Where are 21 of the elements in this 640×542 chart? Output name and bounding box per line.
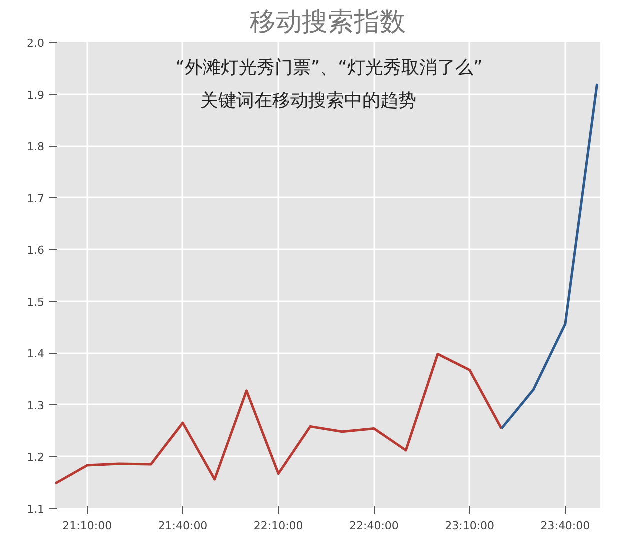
line-series: [56, 352, 503, 485]
y-tick-label: 1.8: [27, 140, 45, 154]
y-tick-label: 1.2: [27, 451, 45, 464]
y-tick-label: 1.1: [27, 503, 45, 516]
y-tick-label: 1.3: [27, 399, 45, 412]
x-tick-label: 23:40:00: [540, 520, 590, 532]
x-tick-label: 22:40:00: [350, 520, 399, 532]
y-tick-label: 1.4: [27, 348, 45, 361]
annotation: “外滩灯光秀门票”、“灯光秀取消了么”: [176, 58, 483, 78]
x-tick-label: 23:10:00: [445, 520, 495, 532]
y-tick-label: 1.5: [27, 296, 45, 309]
x-tick-label: 21:40:00: [158, 520, 208, 532]
x-tick-label: 22:10:00: [254, 520, 304, 532]
y-tick-label: 1.7: [27, 192, 45, 206]
line-series: [500, 82, 599, 430]
x-tick-label: 21:10:00: [62, 520, 112, 532]
annotation: 关键词在移动搜索中的趋势: [200, 90, 416, 112]
chart-title: 移动搜索指数: [250, 8, 406, 38]
y-tick-label: 2.0: [27, 37, 45, 50]
y-tick-label: 1.9: [27, 88, 45, 102]
y-tick-label: 1.6: [27, 244, 45, 258]
